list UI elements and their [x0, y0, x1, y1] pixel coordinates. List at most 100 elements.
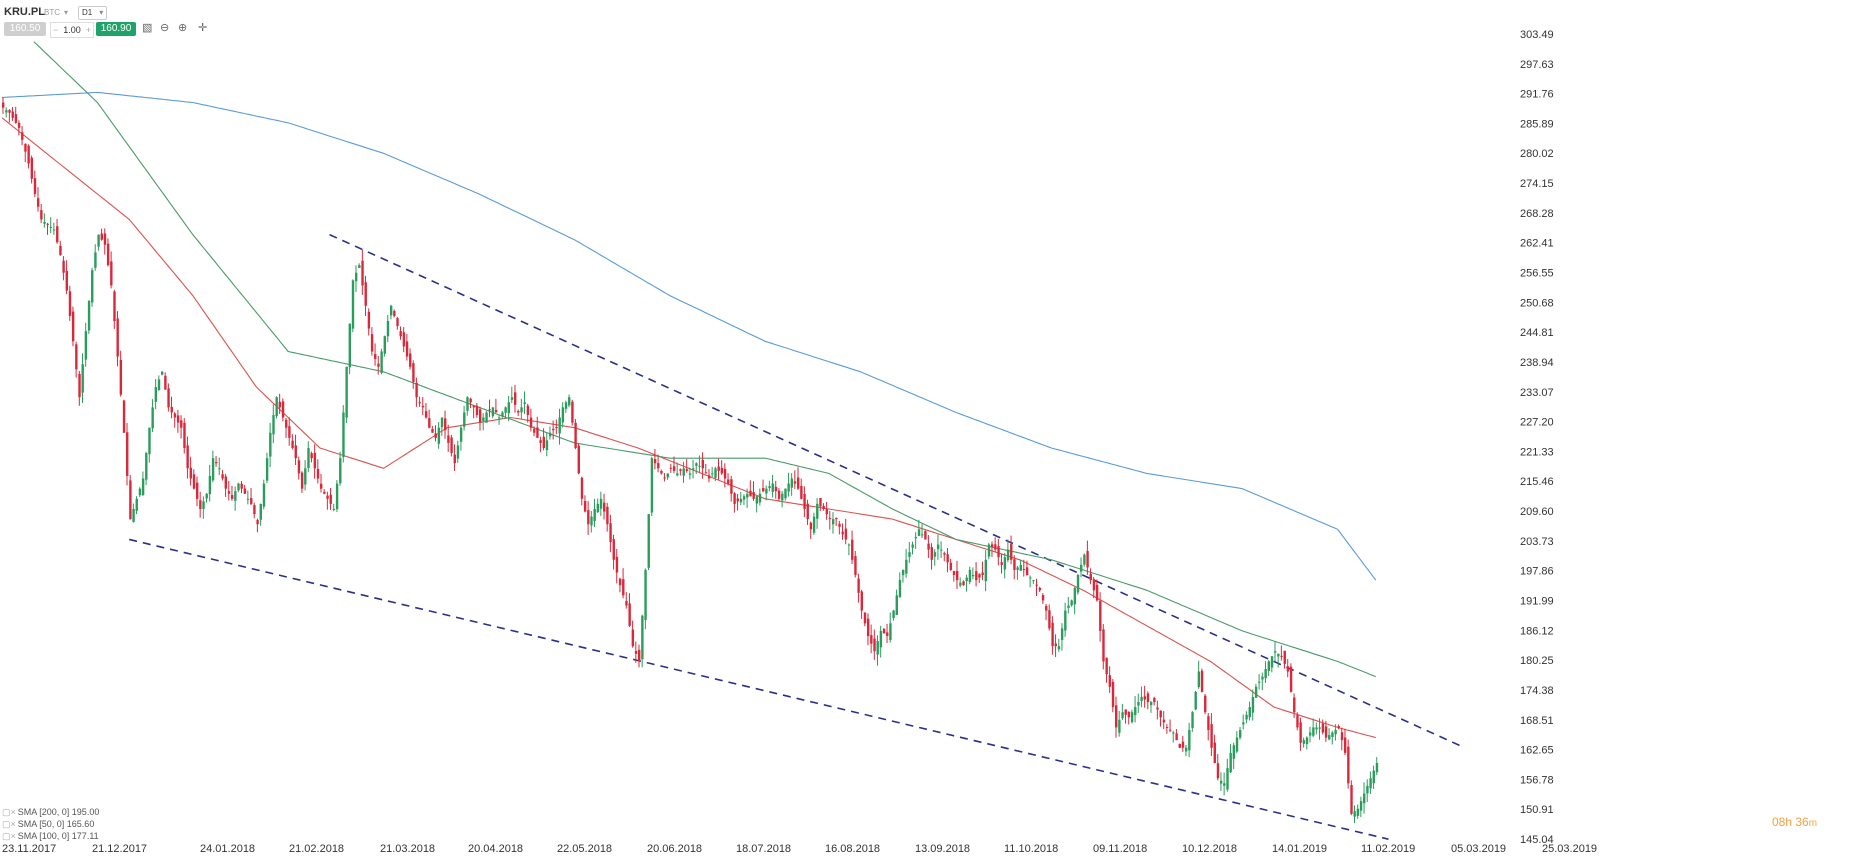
trendline[interactable]: [329, 233, 1466, 749]
candle: [1013, 555, 1016, 580]
candle: [819, 497, 822, 512]
candle: [501, 411, 504, 419]
candle: [936, 534, 940, 560]
candles: [2, 97, 1379, 824]
candle: [1353, 805, 1356, 824]
minus-icon[interactable]: −: [53, 25, 59, 35]
candle: [424, 403, 428, 419]
candle: [812, 512, 816, 536]
candle: [612, 534, 615, 570]
candle: [1296, 712, 1299, 731]
candle: [873, 629, 876, 660]
candle: [800, 478, 803, 500]
buy-price-button[interactable]: 160.90: [96, 22, 136, 36]
candle: [1140, 686, 1143, 708]
candle: [488, 399, 491, 418]
chevron-down-icon[interactable]: ▾: [64, 8, 69, 17]
candle: [663, 473, 666, 482]
candle: [631, 620, 635, 648]
candle: [1347, 739, 1350, 789]
candle: [164, 372, 167, 390]
candle: [199, 491, 202, 518]
candle: [1127, 711, 1131, 725]
candle: [1121, 703, 1124, 721]
candle: [1070, 599, 1073, 607]
candle: [434, 425, 437, 442]
x-tick-label: 13.09.2018: [915, 843, 970, 855]
crosshair-icon[interactable]: ✛: [198, 22, 208, 34]
candle: [463, 405, 466, 431]
legend-sma-100[interactable]: ▢× SMA [100, 0] 177.11: [2, 830, 99, 842]
y-axis: 303.49 297.63 291.76 285.89 280.02 274.15 268.…: [1520, 29, 1554, 846]
close-icon[interactable]: ▢×: [2, 819, 16, 829]
candles-icon[interactable]: ▧: [142, 22, 153, 34]
candle: [685, 458, 689, 473]
legend-sma-50[interactable]: ▢× SMA [50, 0] 165.60: [2, 818, 99, 830]
candle: [450, 434, 453, 457]
candle: [1108, 666, 1112, 693]
symbol-label[interactable]: KRU.PL: [4, 6, 45, 18]
candle: [1105, 657, 1108, 683]
candle: [84, 322, 88, 367]
candle: [968, 566, 972, 585]
candle: [987, 542, 991, 560]
y-tick-label: 256.55: [1520, 267, 1554, 279]
y-tick-label: 150.91: [1520, 804, 1554, 816]
volume-stepper[interactable]: − 1.00 +: [50, 22, 94, 38]
candle: [1254, 683, 1258, 698]
candle: [389, 304, 393, 320]
legend-sma-200-label: SMA [200, 0] 195.00: [17, 807, 100, 817]
candle: [345, 366, 348, 424]
candle: [170, 396, 173, 419]
candle: [940, 541, 943, 559]
candle: [863, 612, 867, 627]
close-icon[interactable]: ▢×: [2, 807, 16, 817]
candle: [793, 470, 797, 489]
candle: [1153, 696, 1156, 706]
candle: [707, 468, 711, 483]
candle: [259, 503, 262, 526]
sell-price-button[interactable]: 160.50: [4, 22, 46, 36]
candle: [167, 383, 170, 412]
close-icon[interactable]: ▢×: [2, 831, 16, 841]
candle: [558, 408, 561, 445]
candle: [580, 476, 584, 506]
candle: [234, 486, 237, 511]
candle: [625, 592, 628, 609]
candle: [816, 498, 819, 529]
candle: [1165, 724, 1169, 734]
candle: [921, 523, 924, 539]
candle: [1299, 717, 1302, 751]
trendline[interactable]: [129, 538, 1389, 840]
candle: [418, 396, 421, 407]
candle: [265, 452, 269, 484]
x-tick-label: 20.04.2018: [468, 843, 523, 855]
candle: [1289, 663, 1293, 693]
candle: [1115, 696, 1118, 738]
chart-toolbar: KRU.PL BTC ▾ D1 160.50 − 1.00 + 160.90 ▧…: [0, 0, 260, 40]
candle: [71, 306, 75, 347]
candle: [262, 479, 266, 510]
candle: [1331, 730, 1334, 745]
candle: [250, 488, 253, 506]
y-tick-label: 203.73: [1520, 536, 1554, 548]
candle: [688, 467, 692, 480]
zoom-in-icon[interactable]: ⊕: [178, 22, 188, 34]
candle: [536, 416, 539, 438]
candle: [577, 443, 580, 475]
candle: [421, 397, 425, 416]
candle: [1308, 726, 1312, 743]
plus-icon[interactable]: +: [85, 25, 91, 35]
zoom-out-icon[interactable]: ⊖: [160, 22, 170, 34]
interval-dropdown[interactable]: D1: [78, 6, 108, 20]
candle: [218, 457, 221, 476]
candle: [949, 558, 953, 571]
volume-value[interactable]: 1.00: [63, 25, 81, 35]
candle: [367, 308, 371, 336]
candle: [669, 463, 673, 473]
candle: [866, 613, 870, 646]
candle: [310, 451, 313, 463]
legend-sma-200[interactable]: ▢× SMA [200, 0] 195.00: [2, 806, 99, 818]
sma-100-line: [33, 41, 1376, 678]
